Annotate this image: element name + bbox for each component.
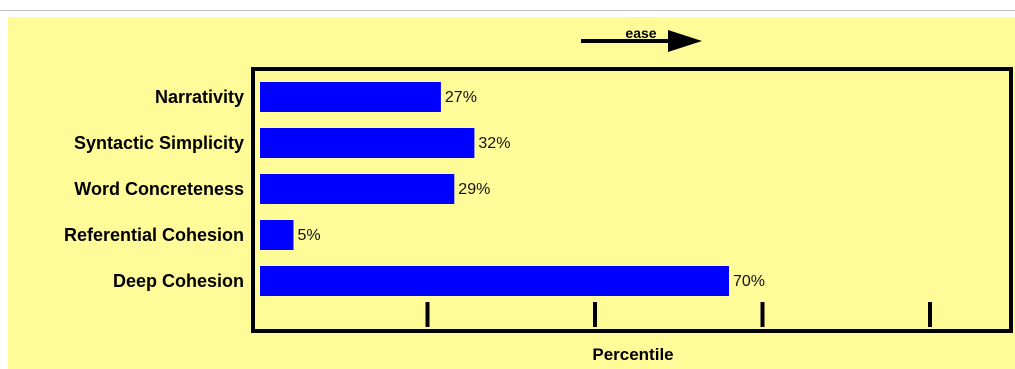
category-label: Narrativity (155, 87, 244, 107)
value-label: 29% (458, 181, 490, 198)
value-label: 5% (298, 227, 321, 244)
value-label: 70% (733, 273, 765, 290)
value-label: 32% (478, 135, 510, 152)
category-label: Referential Cohesion (64, 225, 244, 245)
bars-group: Narrativity 27% Syntactic Simplicity 32% Wor… (64, 82, 765, 296)
bar-deep-cohesion (260, 266, 729, 296)
category-label: Syntactic Simplicity (74, 133, 244, 153)
bar-word-concreteness (260, 174, 455, 204)
chart-panel (8, 17, 1015, 369)
x-axis-title: Percentile (592, 345, 673, 364)
plot-frame (251, 67, 1013, 333)
x-axis-ticks (425, 302, 932, 327)
bar-narrativity (260, 82, 441, 112)
ease-annotation: ease (581, 25, 702, 52)
category-label: Deep Cohesion (113, 271, 244, 291)
category-label: Word Concreteness (74, 179, 244, 199)
value-label: 27% (445, 89, 477, 106)
ease-label: ease (625, 25, 656, 41)
ease-arrow-head (668, 30, 702, 52)
bar-syntactic-simplicity (260, 128, 475, 158)
top-divider (0, 10, 1015, 11)
bar-referential-cohesion (260, 220, 294, 250)
